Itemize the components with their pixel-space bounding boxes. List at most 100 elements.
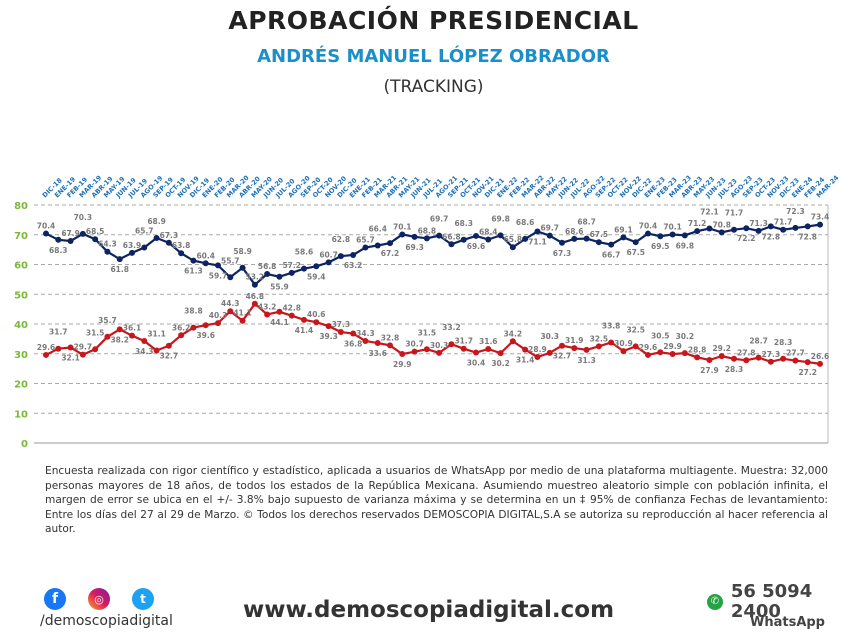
data-label: 56.8 — [258, 262, 277, 271]
data-point — [436, 349, 443, 356]
data-label: 32.7 — [160, 352, 179, 361]
data-point — [202, 322, 209, 329]
data-point — [264, 271, 271, 278]
data-label: 30.3 — [430, 341, 449, 350]
data-label: 31.4 — [516, 356, 535, 365]
data-point — [534, 354, 541, 361]
data-label: 72.8 — [762, 232, 781, 241]
instagram-icon[interactable]: ◎ — [88, 588, 110, 610]
data-label: 43.2 — [258, 302, 277, 311]
data-label: 63.9 — [123, 241, 142, 250]
data-point — [227, 274, 234, 281]
y-tick-label: 0 — [21, 439, 28, 450]
data-point — [337, 253, 344, 260]
data-label: 31.5 — [86, 328, 105, 337]
data-label: 66.4 — [368, 224, 387, 233]
data-label: 70.1 — [663, 222, 682, 231]
data-label: 38.2 — [110, 335, 129, 344]
data-point — [817, 221, 823, 228]
data-point — [313, 263, 320, 270]
data-point — [325, 323, 332, 330]
data-point — [571, 235, 578, 242]
data-point — [67, 237, 74, 244]
data-point — [497, 232, 504, 239]
data-point — [288, 312, 295, 319]
data-point — [718, 229, 725, 236]
data-label: 42.8 — [282, 304, 301, 313]
phone-number: 56 5094 2400 — [730, 581, 813, 622]
data-point — [755, 354, 762, 361]
data-label: 28.9 — [528, 345, 547, 354]
website-link[interactable]: www.demoscopiadigital.com — [243, 597, 615, 623]
data-point — [43, 351, 49, 358]
data-label: 68.3 — [49, 246, 68, 255]
data-point — [509, 244, 516, 251]
data-point — [522, 235, 529, 242]
data-point — [423, 235, 430, 242]
data-label: 44.3 — [221, 299, 240, 308]
data-point — [694, 354, 701, 361]
data-point — [681, 350, 688, 357]
data-point — [780, 226, 787, 233]
data-label: 55.7 — [221, 256, 240, 265]
y-tick-label: 40 — [14, 320, 28, 331]
data-point — [202, 260, 209, 267]
data-point — [571, 345, 578, 352]
data-point — [706, 356, 713, 363]
data-point — [632, 239, 639, 246]
data-point — [460, 345, 467, 352]
tracking-label: (TRACKING) — [383, 77, 484, 97]
data-label: 67.5 — [590, 230, 609, 239]
data-label: 58.6 — [295, 248, 314, 257]
data-point — [731, 226, 737, 233]
data-point — [79, 230, 86, 237]
data-label: 41.4 — [295, 326, 314, 335]
data-label: 71.1 — [528, 237, 547, 246]
data-label: 30.5 — [651, 331, 670, 340]
series-line — [45, 302, 821, 365]
data-label: 68.7 — [577, 218, 596, 227]
data-label: 57.2 — [282, 261, 301, 270]
y-tick-label: 70 — [14, 231, 28, 242]
data-point — [448, 241, 455, 248]
data-label: 66.7 — [602, 251, 621, 260]
data-label: 36.8 — [344, 340, 363, 349]
data-label: 58.9 — [233, 247, 252, 256]
data-point — [694, 228, 701, 235]
data-label: 37.3 — [332, 320, 351, 329]
methodology-footnote: Encuesta realizada con rigor científico … — [45, 465, 828, 535]
data-label: 28.3 — [774, 338, 793, 347]
data-point — [215, 262, 221, 269]
data-point — [534, 228, 541, 235]
data-label: 67.9 — [61, 229, 80, 238]
page-subtitle: ANDRÉS MANUEL LÓPEZ OBRADOR — [257, 46, 610, 67]
data-label: 72.1 — [700, 208, 719, 217]
data-point — [608, 241, 615, 248]
y-tick-label: 20 — [14, 380, 28, 391]
data-label: 33.2 — [442, 323, 461, 332]
data-point — [129, 332, 135, 339]
data-point — [485, 345, 492, 352]
data-label: 72.3 — [786, 207, 805, 216]
data-label: 29.7 — [74, 343, 93, 352]
facebook-icon[interactable]: f — [44, 588, 66, 610]
data-label: 69.3 — [405, 243, 424, 252]
social-handle[interactable]: /demoscopiadigital — [40, 613, 173, 629]
data-label: 68.6 — [516, 218, 535, 227]
data-point — [657, 349, 664, 356]
data-label: 30.9 — [614, 339, 633, 348]
data-point — [190, 324, 197, 331]
data-label: 41.1 — [233, 309, 252, 318]
data-point — [79, 351, 86, 358]
data-label: 30.7 — [405, 340, 424, 349]
y-tick-label: 10 — [14, 409, 28, 420]
data-point — [804, 359, 811, 366]
data-label: 32.5 — [590, 334, 609, 343]
data-point — [337, 329, 344, 336]
data-label: 65.8 — [504, 235, 523, 244]
data-point — [374, 242, 381, 249]
data-label: 40.3 — [209, 311, 228, 320]
data-point — [251, 281, 258, 288]
twitter-icon[interactable]: t — [132, 588, 154, 610]
data-point — [620, 234, 627, 241]
